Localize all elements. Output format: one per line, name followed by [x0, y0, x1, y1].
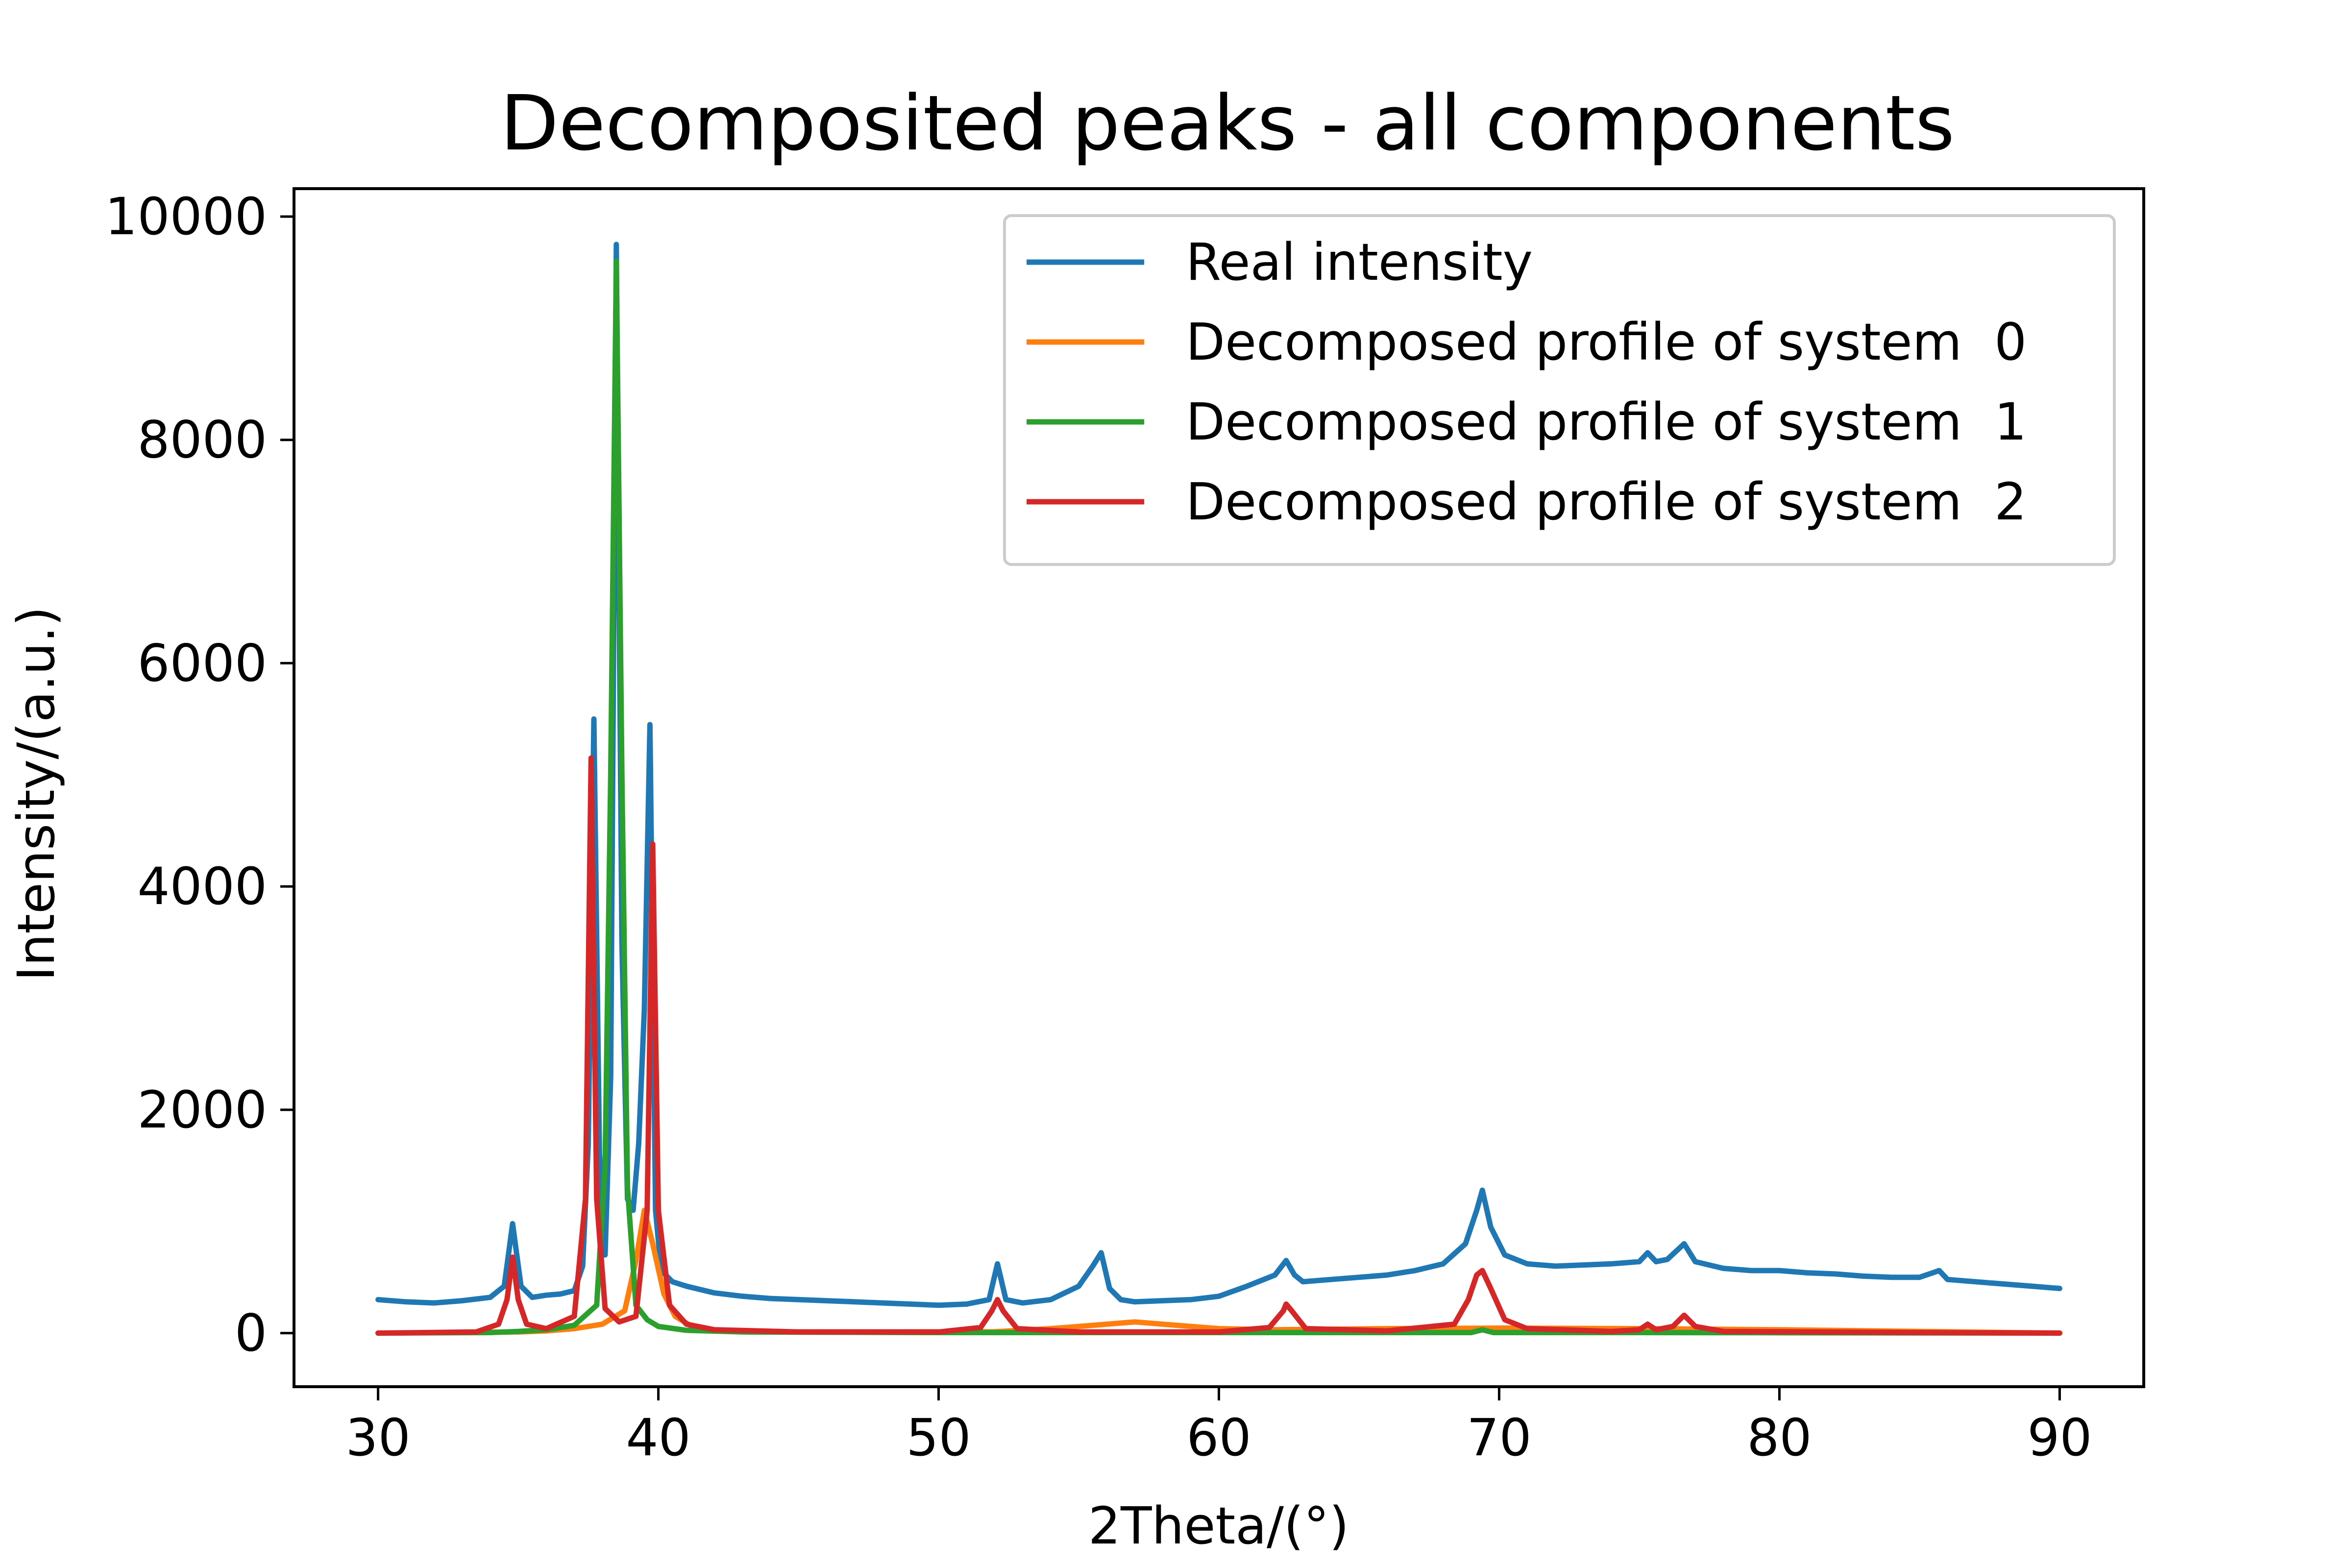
- series-line-2: [375, 258, 2062, 1336]
- plot-area: [375, 242, 2062, 1336]
- legend-label-0: Real intensity: [1186, 232, 1533, 292]
- x-tick-label: 80: [1747, 1408, 1812, 1468]
- y-tick-label: 4000: [137, 857, 267, 916]
- legend-label-1: Decomposed profile of system 0: [1186, 312, 2027, 372]
- axis-ticks: 30 40 50 60 70 80 90 0 2000 4000 6000 8000 10000: [105, 187, 2092, 1468]
- x-tick-label: 50: [906, 1408, 971, 1468]
- x-tick-label: 30: [345, 1408, 410, 1468]
- y-tick-label: 10000: [105, 187, 267, 246]
- x-tick-label: 40: [626, 1408, 690, 1468]
- legend-label-2: Decomposed profile of system 1: [1186, 392, 2027, 452]
- x-tick-label: 60: [1186, 1408, 1251, 1468]
- y-tick-label: 8000: [137, 410, 267, 470]
- y-axis-label: Intensity/(a.u.): [6, 607, 66, 981]
- x-tick-label: 70: [1467, 1408, 1531, 1468]
- y-tick-label: 0: [235, 1303, 267, 1363]
- series-line-3: [375, 755, 2062, 1336]
- chart-title: Decomposited peaks - all components: [500, 79, 1955, 168]
- legend-label-3: Decomposed profile of system 2: [1186, 472, 2027, 532]
- series-line-0: [375, 242, 2062, 1308]
- legend: Real intensity Decomposed profile of syst…: [1003, 214, 2116, 566]
- y-tick-label: 2000: [137, 1080, 267, 1140]
- legend-box: [1003, 214, 2116, 566]
- x-axis-label: 2Theta/(°): [1088, 1496, 1349, 1556]
- x-tick-label: 90: [2027, 1408, 2092, 1468]
- y-tick-label: 6000: [137, 633, 267, 693]
